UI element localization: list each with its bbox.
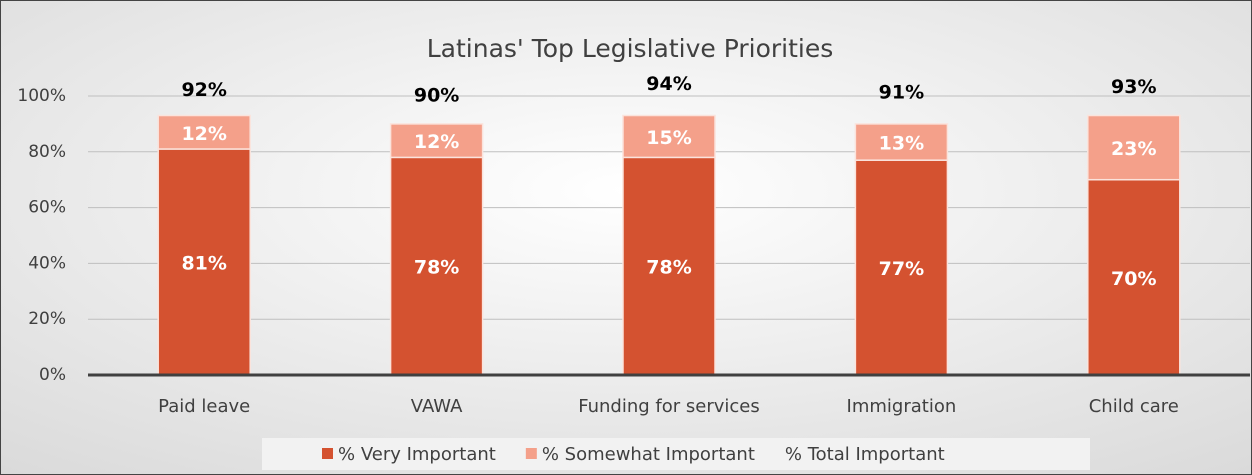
data-label: 81%	[181, 253, 226, 275]
bar-segment	[1087, 114, 1181, 181]
legend-swatch	[525, 448, 537, 459]
bar-segment	[157, 148, 251, 376]
data-label: 91%	[879, 82, 924, 104]
bar-segment	[854, 159, 949, 376]
chart-title: Latinas' Top Legislative Priorities	[427, 34, 834, 63]
data-label: 12%	[414, 131, 459, 153]
y-tick-label: 60%	[28, 198, 66, 218]
legend-label: % Somewhat Important	[542, 444, 755, 465]
data-label: 70%	[1111, 268, 1156, 290]
data-label: 15%	[646, 127, 691, 149]
y-tick-label: 80%	[28, 142, 66, 162]
y-tick-label: 20%	[28, 309, 66, 329]
y-tick-label: 0%	[39, 365, 66, 385]
bar-segment	[622, 114, 716, 159]
y-tick-label: 100%	[17, 86, 66, 106]
y-tick-label: 40%	[28, 253, 66, 273]
data-label: 13%	[879, 133, 924, 155]
bar-segment	[1087, 178, 1181, 376]
bar-segment	[854, 123, 949, 161]
data-label: 94%	[646, 73, 691, 95]
x-tick-label: Child care	[1089, 396, 1179, 417]
data-label: 92%	[181, 79, 226, 101]
data-label: 77%	[879, 258, 924, 280]
bar-segment	[622, 156, 716, 376]
bar-segment	[389, 123, 484, 159]
x-tick-label: Immigration	[847, 396, 957, 417]
data-label: 78%	[646, 257, 691, 279]
x-tick-label: VAWA	[411, 396, 463, 417]
data-label: 90%	[414, 84, 459, 106]
bar-segment	[157, 114, 251, 150]
data-label: 12%	[181, 123, 226, 145]
legend-label: % Total Important	[785, 444, 945, 465]
x-tick-label: Paid leave	[158, 396, 250, 417]
x-tick-label: Funding for services	[578, 396, 760, 417]
legend-box	[262, 438, 1090, 470]
data-label: 93%	[1111, 76, 1156, 98]
data-label: 23%	[1111, 138, 1156, 160]
legend-label: % Very Important	[338, 444, 496, 465]
legend-swatch	[322, 448, 333, 459]
data-label: 78%	[414, 257, 459, 279]
